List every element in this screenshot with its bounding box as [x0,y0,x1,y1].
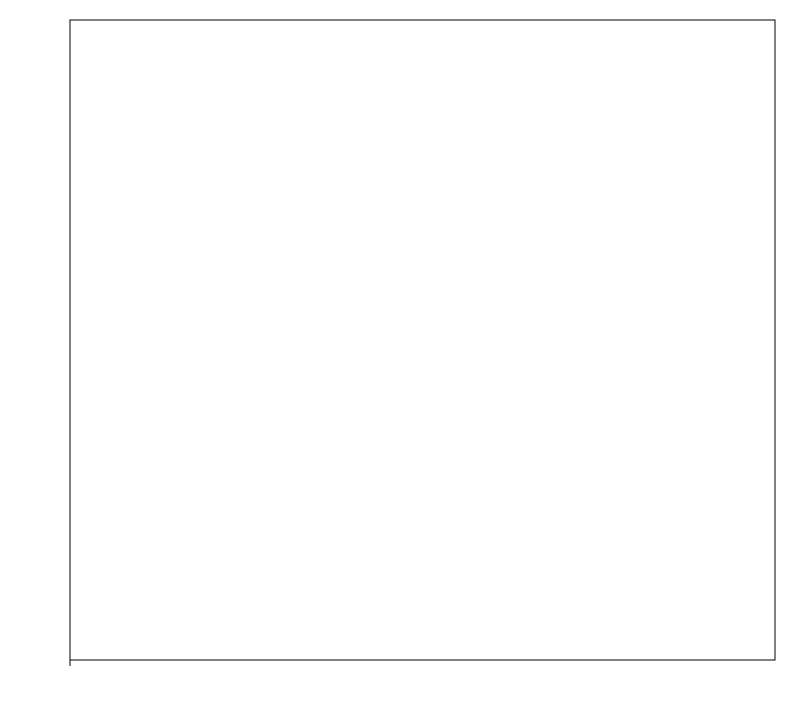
chart-container [0,0,800,720]
chart-background [0,0,800,720]
scatter-chart [0,0,800,720]
